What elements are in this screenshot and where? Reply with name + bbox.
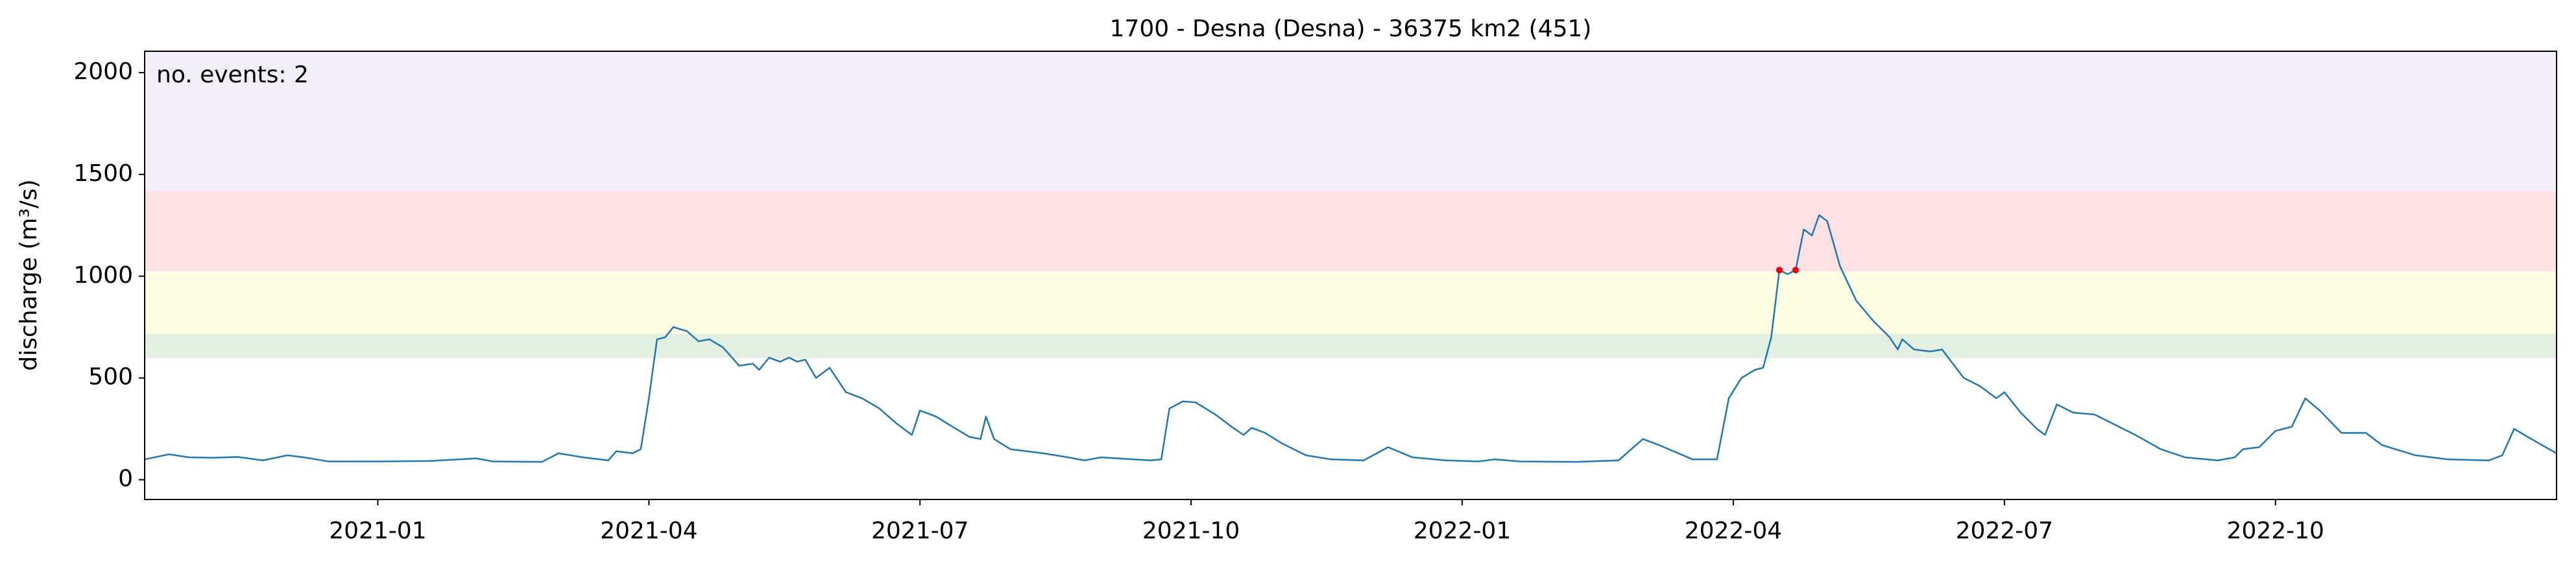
event-count: no. events: 2 [156,62,309,88]
threshold-band [145,333,2557,359]
threshold-band [145,51,2557,191]
x-tick-label: 2021-07 [871,518,969,544]
chart-title: 1700 - Desna (Desna) - 36375 km2 (451) [1110,16,1592,42]
x-tick-label: 2021-04 [600,518,697,544]
threshold-band [145,191,2557,272]
y-tick-label: 1500 [73,160,133,187]
x-tick-label: 2022-04 [1685,518,1782,544]
y-axis-label: discharge (m³/s) [16,179,42,370]
discharge-line [144,214,2557,463]
y-tick-label: 0 [118,466,133,492]
y-tick-label: 2000 [73,58,133,85]
x-tick-label: 2021-01 [329,518,426,544]
event-point [1776,267,1783,274]
event-point [1792,267,1800,274]
plot-frame [144,51,2557,500]
x-tick-label: 2022-10 [2227,518,2324,544]
x-tick-label: 2022-07 [1956,518,2053,544]
threshold-band [145,271,2557,334]
y-tick-label: 500 [88,364,133,391]
x-tick-label: 2022-01 [1414,518,1511,544]
y-tick-label: 1000 [73,262,133,289]
x-tick-label: 2021-10 [1142,518,1240,544]
